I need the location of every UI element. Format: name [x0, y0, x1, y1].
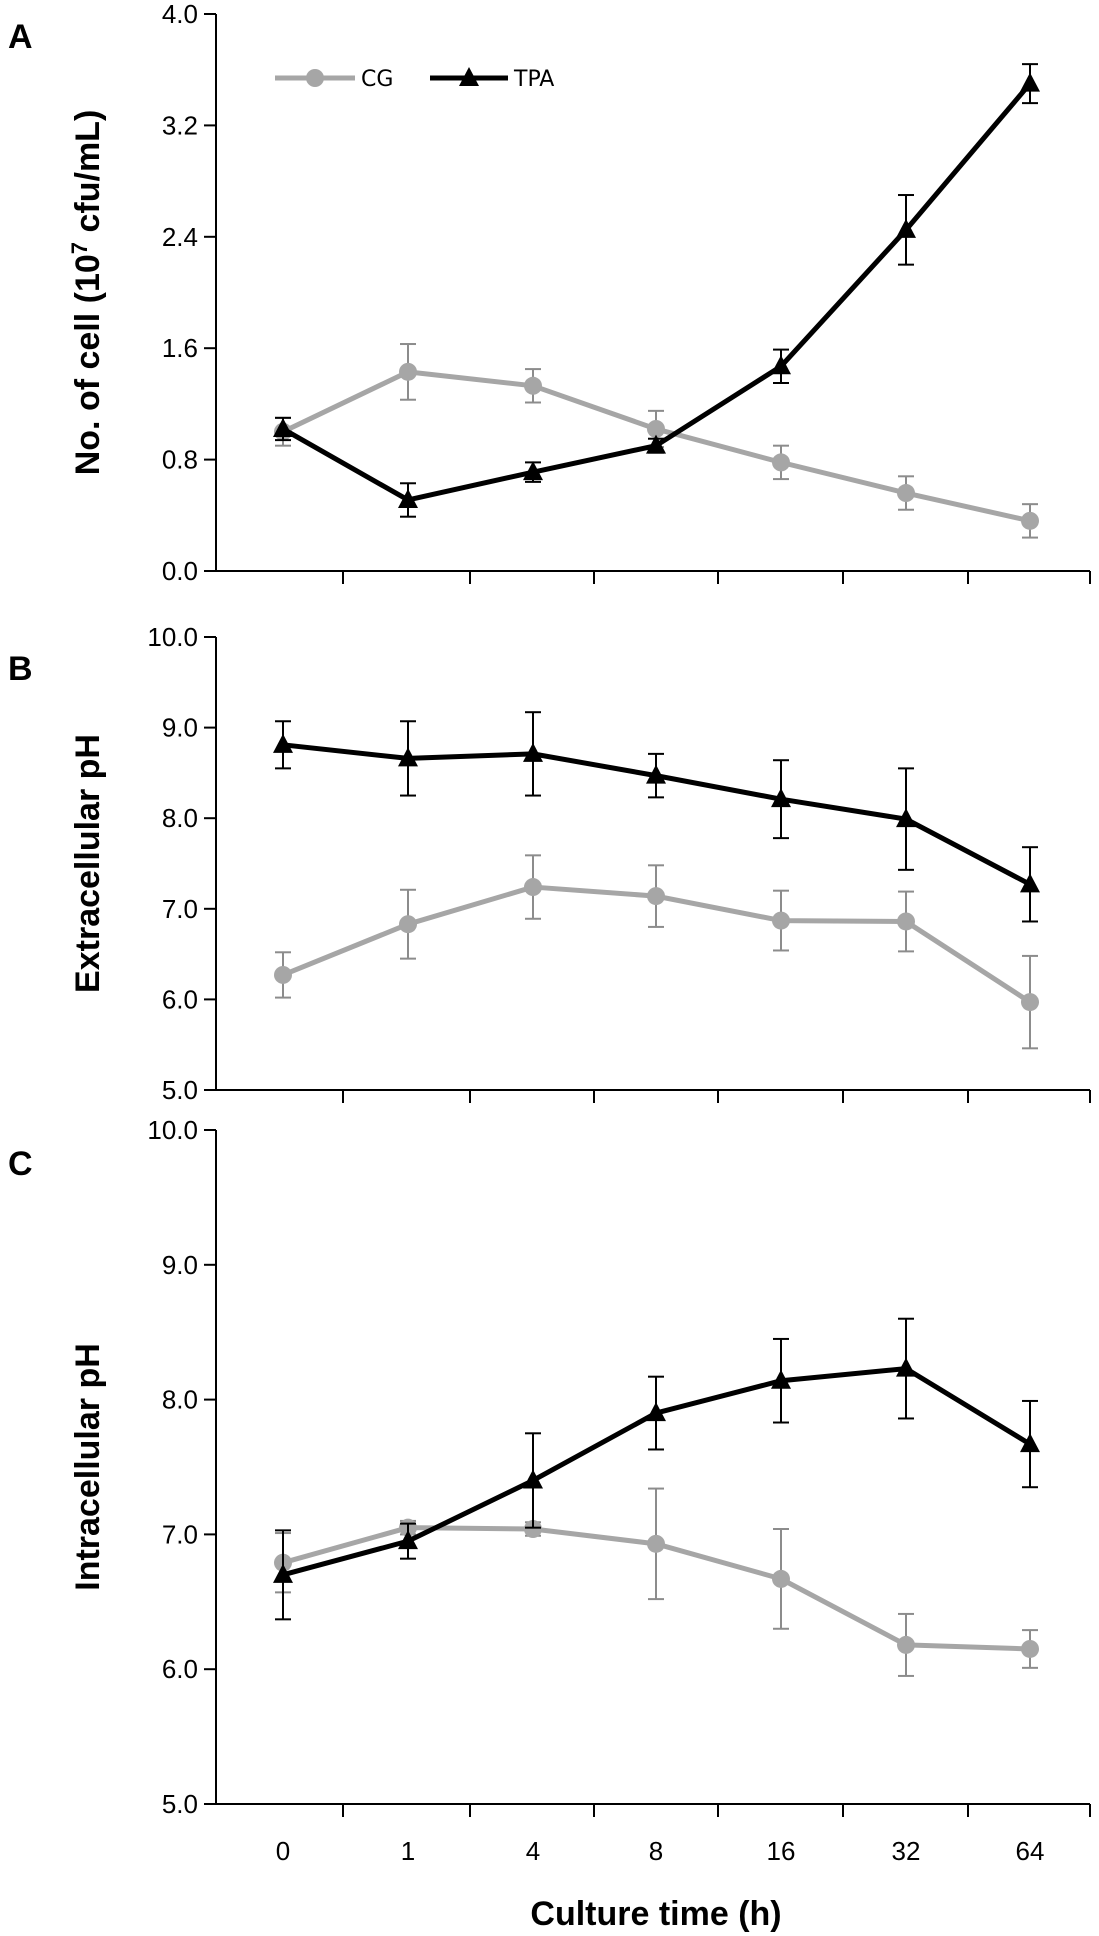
data-point: [771, 1369, 791, 1389]
y-tick-label: 2.4: [162, 222, 198, 252]
data-point: [896, 808, 916, 828]
x-tick-label: 4: [526, 1836, 540, 1866]
panel-letter: C: [8, 1145, 33, 1183]
y-tick-label: 3.2: [162, 110, 198, 140]
data-point: [647, 887, 665, 906]
data-point: [1020, 72, 1040, 92]
data-point: [771, 788, 791, 808]
data-point: [399, 915, 417, 934]
y-tick-label: 8.0: [162, 803, 198, 833]
data-point: [772, 911, 790, 930]
data-point: [273, 417, 293, 437]
series-cg: [274, 343, 1039, 539]
panel-letter: B: [8, 650, 33, 688]
panel-c: 5.0 6.0 7.0 8.0 9.0 10.0 Intracellular pH C: [8, 1115, 1091, 1819]
data-point: [897, 484, 915, 503]
y-tick-label: 4.0: [162, 0, 198, 29]
x-axis-title: Culture time (h): [530, 1895, 781, 1933]
y-axis-title-main: Extracellular pH: [69, 734, 107, 993]
panel-a: 0.0 0.8 1.6 2.4 3.2 4.0 No. of cell (107 cfu/m…: [8, 0, 1091, 586]
y-tick-label: 1.6: [162, 333, 198, 363]
panels: 0.0 0.8 1.6 2.4 3.2 4.0 No. of cell (107 cfu/m…: [8, 0, 1091, 1866]
data-point: [772, 1569, 790, 1588]
x-tick-label: 16: [767, 1836, 796, 1866]
data-point: [524, 376, 542, 395]
legend-marker-cg: [306, 69, 324, 87]
legend-marker-tpa: [459, 67, 479, 86]
series-tpa: [273, 711, 1040, 923]
y-tick-label: 10.0: [147, 622, 198, 652]
data-point: [771, 355, 791, 375]
x-tick-label: 64: [1016, 1836, 1045, 1866]
y-tick-label: 9.0: [162, 1250, 198, 1280]
x-tick-label: 1: [401, 1836, 415, 1866]
legend-label-cg: CG: [361, 67, 393, 92]
series-cg: [274, 1487, 1039, 1677]
data-point: [646, 764, 666, 784]
data-point: [647, 419, 665, 438]
data-point: [524, 1520, 542, 1539]
y-tick-label: 6.0: [162, 984, 198, 1014]
data-point: [772, 453, 790, 472]
data-point: [398, 1530, 418, 1550]
data-point: [1020, 1433, 1040, 1453]
data-point: [1020, 873, 1040, 893]
data-point: [523, 461, 543, 481]
y-axis-title: Extracellular pH: [69, 734, 107, 993]
data-point: [1021, 993, 1039, 1012]
data-point: [647, 1534, 665, 1553]
panel-letter: A: [8, 18, 33, 56]
series-tpa: [273, 1317, 1040, 1621]
series-cg: [274, 854, 1039, 1050]
y-axis-title-main: Intracellular pH: [69, 1343, 107, 1591]
y-tick-label: 7.0: [162, 1519, 198, 1549]
panel-b: 5.0 6.0 7.0 8.0 9.0 10.0 Extracellular pH B: [8, 622, 1091, 1105]
y-tick-label: 5.0: [162, 1789, 198, 1819]
data-point: [523, 1469, 543, 1489]
y-axis-title: No. of cell (107 cfu/mL): [67, 110, 107, 476]
y-axis-title: Intracellular pH: [69, 1343, 107, 1591]
data-point: [896, 1357, 916, 1377]
y-tick-label: 0.0: [162, 556, 198, 586]
data-point: [523, 742, 543, 762]
data-point: [274, 965, 292, 984]
data-point: [399, 362, 417, 381]
y-tick-label: 9.0: [162, 713, 198, 743]
data-point: [646, 1402, 666, 1422]
y-axis-title-main: No. of cell (10: [69, 254, 107, 475]
y-tick-label: 0.8: [162, 445, 198, 475]
x-tick-label: 0: [276, 1836, 290, 1866]
x-tick-label: 32: [892, 1836, 921, 1866]
y-tick-label: 7.0: [162, 894, 198, 924]
data-point: [896, 218, 916, 238]
data-point: [1021, 511, 1039, 530]
y-axis-title-tail: cfu/mL): [69, 110, 107, 242]
data-point: [897, 912, 915, 931]
y-tick-label: 8.0: [162, 1385, 198, 1415]
data-point: [398, 488, 418, 508]
data-point: [646, 434, 666, 454]
data-point: [897, 1635, 915, 1654]
y-tick-label: 5.0: [162, 1075, 198, 1105]
legend: CG TPA: [275, 67, 554, 92]
data-point: [524, 878, 542, 897]
data-point: [1021, 1639, 1039, 1658]
data-point: [273, 733, 293, 753]
series-tpa: [273, 63, 1040, 518]
data-point: [398, 747, 418, 767]
x-tick-label: 8: [649, 1836, 663, 1866]
y-tick-label: 6.0: [162, 1654, 198, 1684]
data-point: [273, 1563, 293, 1583]
y-tick-label: 10.0: [147, 1115, 198, 1145]
x-tick-labels: 0 1 4 8 16 32 64: [276, 1836, 1045, 1866]
y-axis-title-superscript: 7: [67, 242, 92, 254]
legend-label-tpa: TPA: [513, 67, 554, 92]
